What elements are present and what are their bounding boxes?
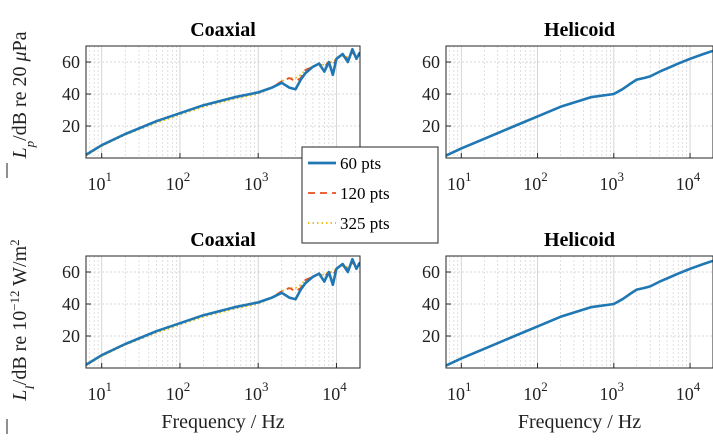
x-tick-label: 101 bbox=[447, 169, 472, 194]
axes-frame bbox=[445, 45, 713, 159]
x-tick-label: 101 bbox=[87, 169, 112, 194]
x-tick-label: 104 bbox=[676, 169, 701, 194]
panel-2: 101 102 103 104 20 40 60 Helicoid bbox=[422, 19, 713, 194]
y-tick-label: 60 bbox=[422, 52, 440, 72]
ylabel-top: Lp/dB re 20 μPa bbox=[9, 31, 37, 159]
axes-frame bbox=[445, 255, 713, 369]
panel-title: Helicoid bbox=[544, 19, 615, 41]
axes-frame bbox=[85, 255, 361, 369]
panel-title: Helicoid bbox=[544, 229, 615, 251]
y-tick-label: 40 bbox=[422, 84, 440, 104]
y-tick-label: 20 bbox=[62, 116, 80, 136]
y-tick-label: 60 bbox=[62, 52, 80, 72]
series-line-60-pts bbox=[86, 47, 360, 156]
panel-3: 101 102 103 104 20 40 60 Coaxial Frequency / Hz bbox=[62, 229, 361, 433]
x-tick-label: 103 bbox=[244, 379, 269, 404]
y-tick-label: 20 bbox=[62, 326, 80, 346]
svg-text:Lp/dB re 20 μPa: Lp/dB re 20 μPa bbox=[9, 31, 37, 159]
x-axis-label: Frequency / Hz bbox=[161, 411, 284, 433]
x-tick-label: 104 bbox=[676, 379, 701, 404]
legend: 60 pts 120 pts 325 pts bbox=[301, 146, 439, 244]
y-tick-label: 60 bbox=[422, 262, 440, 282]
y-tick-label: 60 bbox=[62, 262, 80, 282]
x-tick-label: 103 bbox=[244, 169, 269, 194]
series-line-60-pts bbox=[446, 259, 713, 367]
x-tick-label: 102 bbox=[523, 379, 548, 404]
series-line-60-pts bbox=[86, 257, 360, 366]
panel-4: 101 102 103 104 20 40 60 Helicoid Frequency / Hz bbox=[422, 229, 713, 433]
panel-title: Coaxial bbox=[190, 229, 256, 251]
svg-text:LI/dB re 10−12 W/m2: LI/dB re 10−12 W/m2 bbox=[7, 239, 37, 401]
x-tick-label: 102 bbox=[166, 169, 191, 194]
x-tick-label: 103 bbox=[600, 169, 625, 194]
ylabel-bottom: LI/dB re 10−12 W/m2 bbox=[7, 239, 37, 401]
legend-label: 120 pts bbox=[340, 184, 390, 203]
y-tick-label: 40 bbox=[62, 84, 80, 104]
panel-title: Coaxial bbox=[190, 19, 256, 41]
x-tick-label: 102 bbox=[523, 169, 548, 194]
panels: 101 102 103 104 20 40 60 Coaxial 101 102 103 104 20 4… bbox=[62, 19, 713, 433]
x-tick-label: 102 bbox=[166, 379, 191, 404]
y-tick-label: 20 bbox=[422, 116, 440, 136]
y-tick-label: 20 bbox=[422, 326, 440, 346]
y-tick-label: 40 bbox=[422, 294, 440, 314]
x-tick-label: 104 bbox=[322, 379, 347, 404]
x-tick-label: 103 bbox=[600, 379, 625, 404]
x-tick-label: 101 bbox=[447, 379, 472, 404]
series-line-60-pts bbox=[446, 49, 713, 157]
x-axis-label: Frequency / Hz bbox=[518, 411, 641, 433]
legend-label: 60 pts bbox=[340, 154, 381, 173]
y-tick-label: 40 bbox=[62, 294, 80, 314]
axes-frame bbox=[85, 45, 361, 159]
x-tick-label: 101 bbox=[87, 379, 112, 404]
legend-label: 325 pts bbox=[340, 214, 390, 233]
